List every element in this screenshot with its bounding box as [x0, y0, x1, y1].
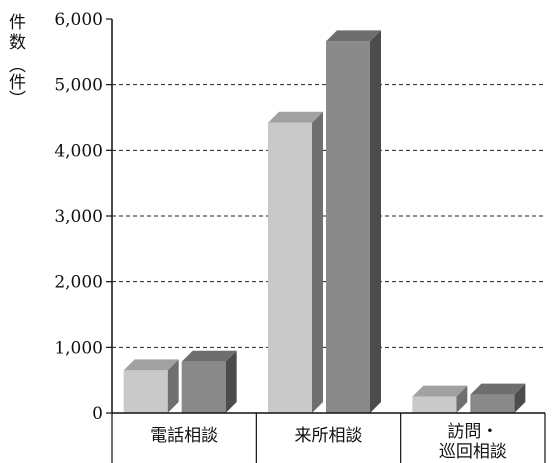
x-tick-label: 訪問・ [447, 422, 498, 442]
y-axis-title-char-1: 件 [9, 13, 26, 33]
bar-2-series-1 [268, 111, 323, 414]
bar-1-series-1 [123, 359, 179, 413]
bar-top-face [268, 111, 323, 123]
bar-top-face [181, 350, 237, 362]
x-tick-label: 来所相談 [295, 426, 363, 446]
bar-3-series-1 [412, 385, 468, 413]
y-tick-label: 5,000 [54, 76, 103, 96]
x-tick-label: 電話相談 [150, 426, 218, 446]
bar-top-face [123, 359, 179, 371]
y-tick-label: 3,000 [54, 207, 103, 227]
y-tick-label: 1,000 [54, 338, 103, 358]
bar-top-face [470, 383, 526, 395]
bar-front-face [412, 396, 457, 413]
y-tick-label: 4,000 [54, 141, 103, 161]
y-axis-unit: （件） [5, 56, 25, 107]
bar-front-face [181, 361, 226, 413]
bar-side-face [312, 111, 323, 414]
y-axis-title-char-2: 数 [9, 33, 26, 53]
bar-front-face [123, 370, 168, 413]
bar-front-face [326, 41, 370, 414]
y-tick-label: 0 [92, 404, 103, 424]
bar-side-face [167, 359, 179, 413]
bar-2-series-2 [326, 30, 381, 414]
bar-side-face [225, 350, 237, 413]
bar-front-face [268, 122, 312, 414]
bar-side-face [514, 383, 526, 413]
y-tick-label: 2,000 [54, 273, 103, 293]
bar-side-face [456, 385, 468, 413]
bar-side-face [370, 30, 381, 414]
x-tick-label: 巡回相談 [439, 442, 507, 462]
bar-front-face [470, 394, 515, 413]
bar-1-series-2 [181, 350, 237, 413]
bar-3-series-2 [470, 383, 526, 413]
bar-top-face [326, 30, 381, 42]
y-tick-label: 6,000 [54, 10, 103, 30]
bar-top-face [412, 385, 468, 397]
